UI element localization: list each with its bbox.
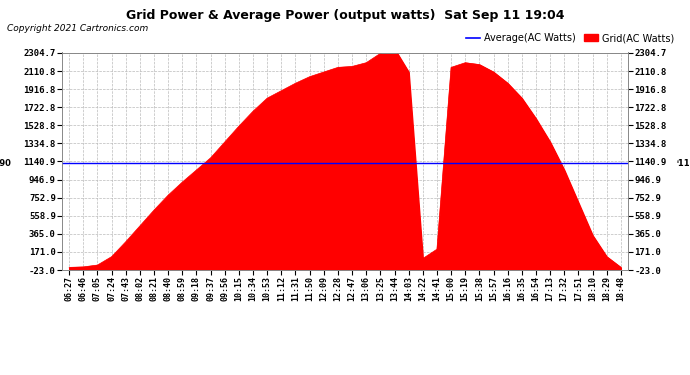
Text: Grid Power & Average Power (output watts)  Sat Sep 11 19:04: Grid Power & Average Power (output watts…: [126, 9, 564, 22]
Text: Copyright 2021 Cartronics.com: Copyright 2021 Cartronics.com: [7, 24, 148, 33]
Legend: Average(AC Watts), Grid(AC Watts): Average(AC Watts), Grid(AC Watts): [462, 29, 678, 47]
Text: ⁱ1121.090: ⁱ1121.090: [676, 159, 690, 168]
Text: ⁱ1121.090: ⁱ1121.090: [0, 159, 11, 168]
